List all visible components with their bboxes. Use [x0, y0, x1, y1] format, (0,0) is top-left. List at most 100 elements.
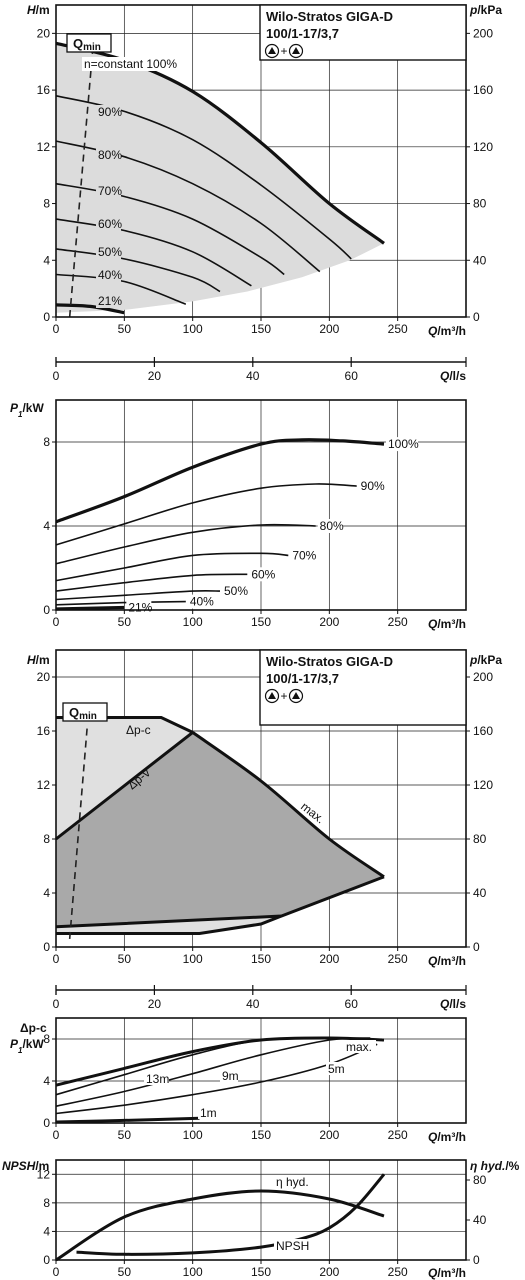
npsh-xtick-label: 100 [183, 1265, 203, 1279]
p1-speed-curve [55, 605, 125, 611]
hq-speed-label-bg [96, 105, 121, 119]
hq-speed-y2tick-label: 120 [473, 140, 493, 154]
p1-dpc-label-bg [220, 1069, 238, 1082]
hq-speed-label-bg [82, 57, 191, 71]
hq-speed-curve [55, 273, 187, 305]
hq-control-xtick-label: 200 [319, 952, 339, 966]
p1-speed-ylabel: P1/kW [10, 401, 44, 419]
hq-speed-xtick-label: 200 [319, 322, 339, 336]
p1-dpc-curve-label: 13m [146, 1072, 169, 1086]
p1-speed-label-bg [386, 437, 418, 452]
p1-dpc-curve-label: 1m [200, 1106, 217, 1120]
p1-dpc-ytick-label: 0 [43, 1116, 50, 1130]
p1-speed-xtick-label: 50 [118, 615, 132, 629]
hq-speed-ytick-label: 8 [43, 197, 50, 211]
p1-dpc-ytick-label: 8 [43, 1032, 50, 1046]
p1-speed-curve-label: 80% [320, 519, 344, 533]
npsh-curve [55, 1189, 385, 1262]
hq-speed-curve [55, 303, 125, 315]
hq-control-pump-triangle [292, 692, 300, 699]
p1-speed-xtick-label: 200 [319, 615, 339, 629]
hq-speed-pump-triangle [268, 47, 276, 54]
npsh-ytick-label: 8 [43, 1196, 50, 1210]
npsh-xlabel: Q/m³/h [428, 1266, 466, 1280]
p1-speed-label-bg [290, 548, 316, 563]
p1-dpc-xtick-label: 250 [388, 1128, 408, 1142]
hq-speed-qmin-line [68, 47, 94, 318]
p1-speed-ytick-label: 8 [43, 435, 50, 449]
p1-speed-label-bg [187, 594, 213, 609]
hq-speed-x2-tick-label: 20 [148, 369, 162, 383]
p1-dpc-curve [55, 1037, 330, 1096]
p1-speed-label-bg [126, 600, 152, 615]
p1-dpc-label-bg [344, 1040, 376, 1053]
hq-control-xtick-label: 50 [118, 952, 132, 966]
p1-dpc-xtick-label: 50 [118, 1128, 132, 1142]
hq-speed-curve-label: n=constant 100% [84, 57, 177, 71]
hq-control-y2tick-label: 40 [473, 886, 487, 900]
p1-dpc-curve-label: 5m [328, 1062, 345, 1076]
p1-dpc-xtick-label: 200 [319, 1128, 339, 1142]
p1-speed-curve-label: 50% [224, 584, 248, 598]
hq-speed-curve-label: 90% [98, 105, 122, 119]
npsh-y2tick-label: 40 [473, 1213, 487, 1227]
npsh-frame [55, 1159, 467, 1261]
npsh-label-bg [274, 1239, 306, 1252]
hq-control-line [191, 731, 385, 879]
hq-speed-subtitle: 100/1-17/3,7 [266, 26, 339, 41]
hq-speed-y2tick-label: 80 [473, 197, 487, 211]
p1-speed-curve [55, 483, 357, 546]
hq-control-y2tick-label: 200 [473, 670, 493, 684]
npsh-xtick-label: 50 [118, 1265, 132, 1279]
p1-dpc-label-bg [144, 1072, 169, 1085]
hq-control-xtick-label: 150 [251, 952, 271, 966]
hq-control-y2tick-label: 120 [473, 778, 493, 792]
hq-speed-y2tick-label: 40 [473, 253, 487, 267]
hq-speed-ytick-label: 20 [37, 26, 51, 40]
p1-speed-curve [55, 600, 186, 606]
p1-speed-ytick-label: 4 [43, 519, 50, 533]
hq-speed-xtick-label: 250 [388, 322, 408, 336]
p1-dpc-curve [55, 1036, 385, 1087]
hq-control-xtick-label: 0 [53, 952, 60, 966]
npsh-y2tick-label: 0 [473, 1253, 480, 1267]
hq-control-qmin-box [62, 702, 108, 722]
p1-dpc-xtick-label: 150 [251, 1128, 271, 1142]
hq-speed-xtick-label: 50 [118, 322, 132, 336]
p1-dpc-label-bg [198, 1106, 216, 1119]
p1-dpc-label-bg [326, 1062, 344, 1075]
hq-control-title-box [259, 649, 467, 726]
p1-dpc-curve [55, 1037, 371, 1107]
hq-speed-curve-label: 60% [98, 217, 122, 231]
p1-speed-ytick-label: 0 [43, 603, 50, 617]
hq-control-line [55, 731, 194, 841]
hq-speed-xtick-label: 0 [53, 322, 60, 336]
hq-control-ytick-label: 16 [37, 724, 51, 738]
p1-speed-curve [55, 573, 248, 592]
hq-speed-curve [55, 218, 252, 287]
p1-speed-xtick-label: 250 [388, 615, 408, 629]
hq-control-subtitle: 100/1-17/3,7 [266, 671, 339, 686]
hq-speed-y2label: p/kPa [469, 3, 502, 17]
hq-speed-ytick-label: 4 [43, 253, 50, 267]
hq-control-ylabel: H/m [27, 653, 50, 667]
p1-speed-xtick-label: 0 [53, 615, 60, 629]
hq-control-y2tick-label: 160 [473, 724, 493, 738]
npsh-ytick-label: 12 [37, 1167, 51, 1181]
hq-control-y2tick-label: 80 [473, 832, 487, 846]
hq-speed-operating-region [56, 43, 384, 313]
hq-speed-y2tick-label: 0 [473, 310, 480, 324]
npsh-xtick-label: 250 [388, 1265, 408, 1279]
hq-control-x2-tick-label: 0 [53, 997, 60, 1011]
p1-dpc-ylabel: P1/kW [10, 1037, 44, 1055]
hq-control-ytick-label: 0 [43, 940, 50, 954]
p1-dpc-xtick-label: 0 [53, 1128, 60, 1142]
p1-speed-curve [55, 552, 289, 582]
hq-control-x2-tick-label: 60 [345, 997, 359, 1011]
hq-speed-ytick-label: 0 [43, 310, 50, 324]
p1-dpc-xlabel: Q/m³/h [428, 1130, 466, 1144]
npsh-curve-label: η hyd. [276, 1175, 309, 1189]
p1-speed-curve-label: 100% [388, 437, 419, 451]
p1-dpc-ytick-label: 4 [43, 1074, 50, 1088]
